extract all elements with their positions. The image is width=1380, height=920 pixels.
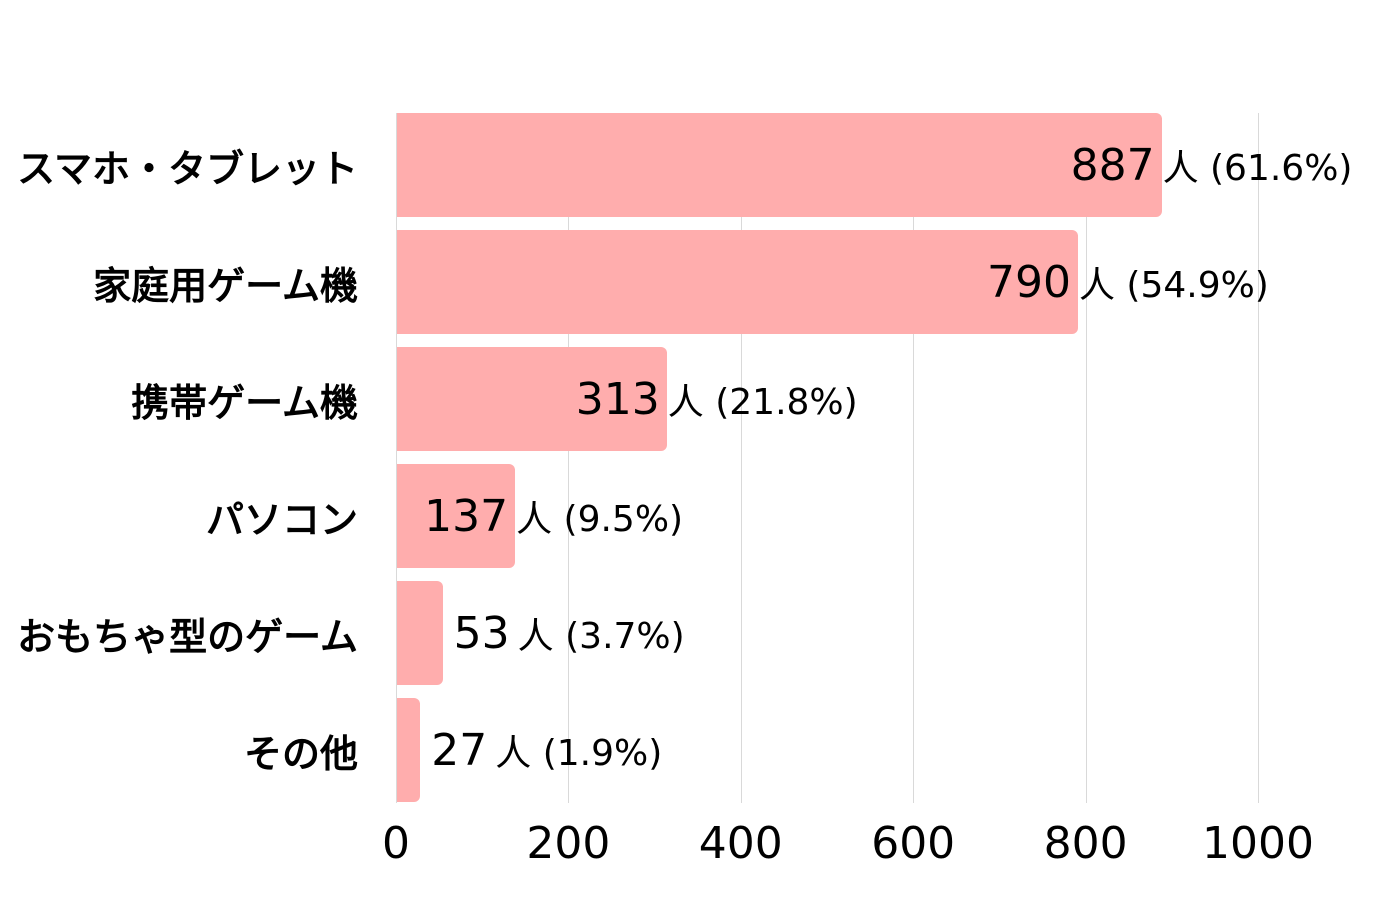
x-tick-label: 1000 <box>1202 818 1314 869</box>
category-label: スマホ・タブレット <box>17 146 358 191</box>
category-label: 家庭用ゲーム機 <box>93 263 358 308</box>
value-number: 790 <box>986 256 1071 308</box>
x-tick-label: 200 <box>526 818 611 869</box>
x-tick-label: 800 <box>1043 818 1128 869</box>
value-number: 27 <box>431 724 488 776</box>
value-label: 790 人 (54.9%) <box>987 230 1269 334</box>
value-unit-percent: 人 (54.9%) <box>1078 265 1269 306</box>
value-label: 137 人 (9.5%) <box>424 464 683 568</box>
gridline <box>568 113 570 803</box>
gridline <box>1085 113 1087 803</box>
bar <box>397 698 421 802</box>
x-tick-label: 600 <box>871 818 956 869</box>
value-unit-percent: 人 (9.5%) <box>516 499 684 540</box>
value-label: 887 人 (61.6%) <box>1071 113 1353 217</box>
value-label: 53 人 (3.7%) <box>454 581 685 685</box>
x-tick-label: 400 <box>698 818 783 869</box>
category-label: その他 <box>243 731 358 776</box>
value-label: 313 人 (21.8%) <box>576 347 858 451</box>
gridline <box>1258 113 1259 803</box>
value-unit-percent: 人 (3.7%) <box>517 616 685 657</box>
x-tick-label: 0 <box>382 818 410 869</box>
value-number: 313 <box>575 373 660 425</box>
gridline <box>913 113 915 803</box>
bar <box>397 464 516 568</box>
value-number: 137 <box>424 490 509 542</box>
value-label: 27 人 (1.9%) <box>431 698 662 802</box>
value-unit-percent: 人 (1.9%) <box>495 733 663 774</box>
bar <box>397 347 667 451</box>
category-label: おもちゃ型のゲーム <box>17 614 358 659</box>
gridline <box>740 113 742 803</box>
value-number: 887 <box>1070 139 1155 191</box>
value-unit-percent: 人 (21.8%) <box>667 382 858 423</box>
value-unit-percent: 人 (61.6%) <box>1162 148 1353 189</box>
category-label: パソコン <box>205 497 358 542</box>
category-label: 携帯ゲーム機 <box>131 380 358 425</box>
bar <box>397 113 1162 217</box>
bar <box>397 230 1078 334</box>
bar <box>397 581 443 685</box>
y-axis-line <box>396 113 397 803</box>
value-number: 53 <box>453 607 510 659</box>
